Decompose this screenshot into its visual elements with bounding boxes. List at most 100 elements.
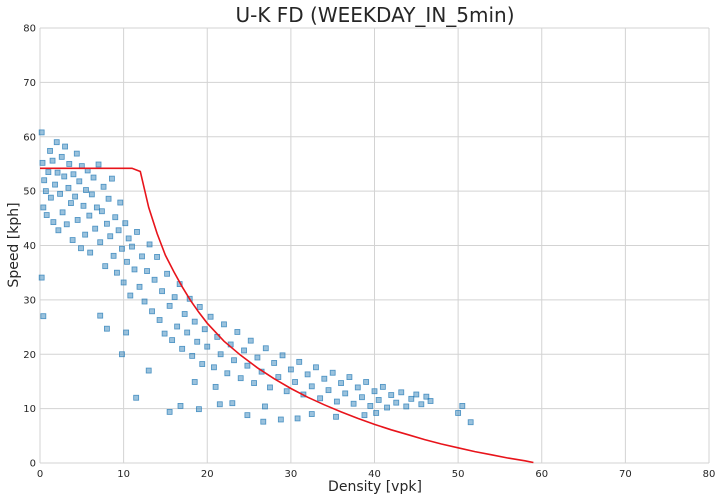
scatter-point xyxy=(69,237,76,243)
scatter-point xyxy=(97,312,104,319)
scatter-point xyxy=(62,143,68,150)
scatter-point xyxy=(42,188,49,195)
x-tick-label: 60 xyxy=(535,469,548,480)
scatter-point xyxy=(82,231,89,238)
scatter-point xyxy=(254,354,261,361)
scatter-point xyxy=(45,169,52,175)
scatter-point xyxy=(174,323,181,330)
scatter-point xyxy=(367,403,374,409)
scatter-point xyxy=(53,139,60,146)
scatter-point xyxy=(354,384,361,391)
y-axis-label: Speed [kph] xyxy=(6,202,22,287)
scatter-point xyxy=(179,345,186,352)
scatter-point xyxy=(408,395,415,402)
scatter-point xyxy=(156,317,163,323)
grid xyxy=(39,27,710,464)
scatter-point xyxy=(321,375,328,382)
scatter-point xyxy=(38,274,45,281)
scatter-point xyxy=(43,212,50,218)
y-tick-labels: 0 10 20 30 40 50 60 70 80 xyxy=(23,24,36,470)
x-tick-label: 50 xyxy=(452,469,465,480)
scatter-point xyxy=(304,371,311,378)
scatter-point xyxy=(123,329,130,336)
scatter-point xyxy=(144,268,150,274)
scatter-point xyxy=(244,412,251,419)
scatter-point xyxy=(115,227,122,234)
scatter-point xyxy=(47,194,54,201)
scatter-point xyxy=(129,243,135,250)
scatter-point xyxy=(92,225,99,232)
scatter-point xyxy=(97,239,104,246)
scatter-point xyxy=(49,157,56,164)
scatter-point xyxy=(427,398,434,404)
scatter-point xyxy=(283,388,290,395)
scatter-point xyxy=(124,258,130,265)
scatter-point xyxy=(57,190,63,197)
x-tick-label: 40 xyxy=(368,469,381,480)
scatter-point xyxy=(221,321,227,328)
scatter-point xyxy=(287,366,294,373)
scatter-point xyxy=(211,364,217,371)
scatter-point xyxy=(467,419,474,426)
scatter-point xyxy=(41,177,48,184)
x-tick-label: 10 xyxy=(117,469,130,480)
scatter-point xyxy=(329,369,336,376)
scatter-point xyxy=(104,220,110,227)
scatter-series xyxy=(38,129,474,426)
scatter-point xyxy=(120,279,127,286)
scatter-point xyxy=(361,412,368,419)
scatter-point xyxy=(271,360,278,366)
scatter-point xyxy=(189,352,196,359)
scatter-point xyxy=(234,329,241,335)
scatter-point xyxy=(131,266,138,273)
scatter-point xyxy=(241,347,247,354)
scatter-point xyxy=(279,352,286,359)
scatter-point xyxy=(418,401,425,408)
scatter-point xyxy=(204,343,211,350)
scatter-point xyxy=(58,153,65,160)
scatter-point xyxy=(338,380,344,386)
scatter-point xyxy=(159,288,165,295)
x-axis-label: Density [vpk] xyxy=(328,479,422,495)
scatter-point xyxy=(201,326,208,333)
scatter-point xyxy=(371,388,378,395)
scatter-point xyxy=(403,403,410,410)
scatter-point xyxy=(413,391,420,398)
scatter-point xyxy=(194,338,201,345)
scatter-point xyxy=(47,147,53,154)
scatter-point xyxy=(342,390,349,397)
scatter-point xyxy=(38,129,45,136)
scatter-point xyxy=(195,406,202,413)
scatter-point xyxy=(68,200,74,206)
scatter-point xyxy=(122,220,129,227)
scatter-point xyxy=(105,195,112,202)
scatter-point xyxy=(308,411,315,417)
scatter-point xyxy=(164,270,171,277)
scatter-point xyxy=(133,394,140,401)
scatter-point xyxy=(146,241,153,248)
scatter-point xyxy=(119,245,125,252)
y-tick-label: 0 xyxy=(30,459,36,470)
y-tick-label: 50 xyxy=(23,187,36,198)
scatter-point xyxy=(296,358,303,365)
scatter-point xyxy=(212,383,219,390)
scatter-point xyxy=(207,313,214,320)
scatter-point xyxy=(181,311,188,317)
scatter-point xyxy=(166,302,173,309)
scatter-point xyxy=(398,389,405,396)
x-tick-labels: 0 10 20 30 40 50 60 70 80 xyxy=(37,469,716,480)
y-tick-label: 30 xyxy=(23,295,36,306)
scatter-point xyxy=(40,313,47,320)
x-tick-label: 70 xyxy=(619,469,632,480)
scatter-point xyxy=(154,254,160,260)
scatter-point xyxy=(87,249,94,256)
y-tick-label: 20 xyxy=(23,350,36,361)
scatter-point xyxy=(139,253,145,260)
scatter-point xyxy=(346,374,353,380)
scatter-point xyxy=(325,387,332,394)
scatter-point xyxy=(102,263,109,270)
scatter-point xyxy=(127,292,134,299)
scatter-point xyxy=(184,329,191,336)
scatter-point xyxy=(136,283,143,290)
